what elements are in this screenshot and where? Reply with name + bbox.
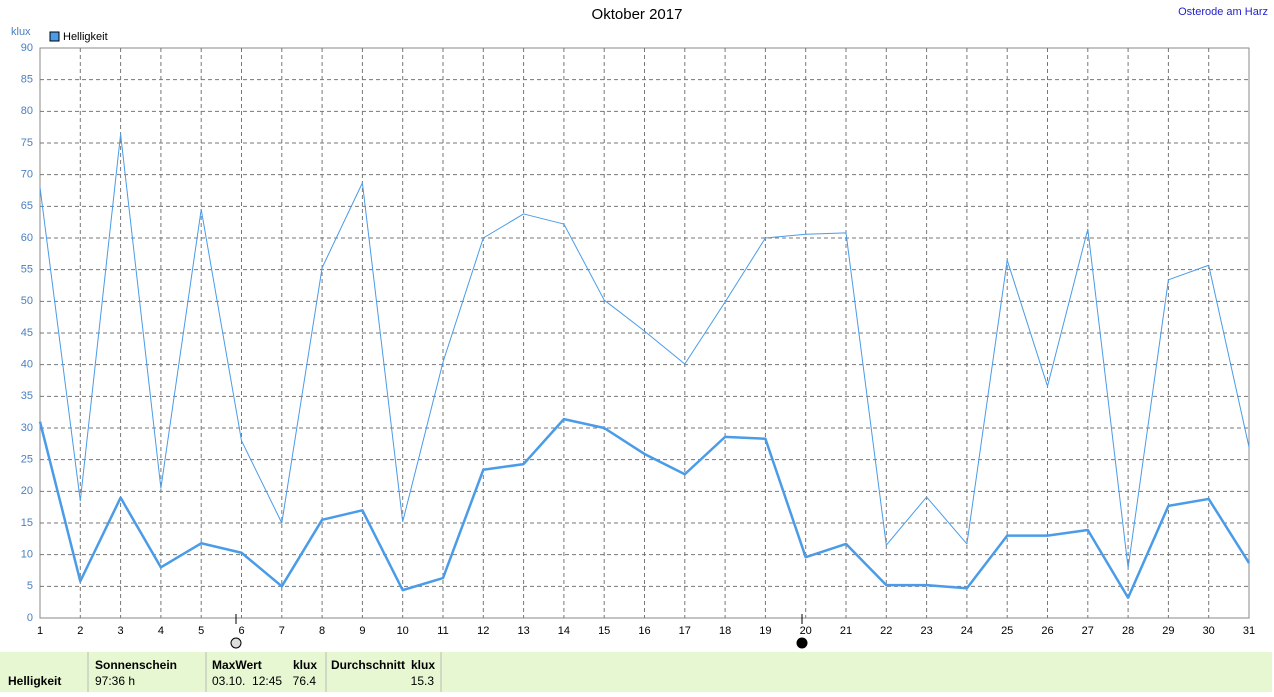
y-tick-label: 90 <box>21 42 33 54</box>
x-tick-label: 9 <box>359 625 365 637</box>
header: Sonnenschein <box>95 658 177 672</box>
legend-swatch <box>49 31 60 42</box>
series-line <box>38 417 1251 599</box>
x-tick-label: 24 <box>961 625 973 637</box>
series-line <box>39 133 1250 569</box>
full-moon <box>230 637 242 649</box>
y-tick-label: 45 <box>21 327 33 339</box>
cell: 76.4 <box>293 674 317 688</box>
y-tick-label: 0 <box>27 612 33 624</box>
summary-bg <box>0 652 1272 692</box>
moon-markers <box>230 614 808 649</box>
x-tick-label: 3 <box>118 625 124 637</box>
x-tick-label: 17 <box>679 625 691 637</box>
header: klux <box>293 658 317 672</box>
y-tick-label: 35 <box>21 390 33 402</box>
x-tick-label: 5 <box>198 625 204 637</box>
cell: 15.3 <box>411 674 435 688</box>
y-tick-label: 15 <box>21 517 33 529</box>
x-tick-label: 1 <box>37 625 43 637</box>
header: klux <box>411 658 435 672</box>
row-label: Helligkeit <box>8 674 61 688</box>
x-tick-label: 31 <box>1243 625 1255 637</box>
x-tick-label: 29 <box>1162 625 1174 637</box>
x-tick-label: 11 <box>437 625 448 637</box>
y-tick-label: 75 <box>21 137 33 149</box>
x-tick-label: 7 <box>279 625 285 637</box>
x-tick-label: 20 <box>800 625 812 637</box>
x-tick-label: 15 <box>598 625 610 637</box>
y-tick-label: 10 <box>21 549 33 561</box>
y-tick-label: 65 <box>21 200 33 212</box>
y-tick-label: 85 <box>21 74 33 86</box>
y-tick-label: 50 <box>21 295 33 307</box>
cell: 03.10. 12:45 <box>212 674 282 688</box>
x-tick-label: 14 <box>558 625 570 637</box>
summary-panel: Helligkeit Sonnenschein 97:36 h MaxWert … <box>0 652 1272 692</box>
x-tick-label: 23 <box>920 625 932 637</box>
y-tick-label: 40 <box>21 359 33 371</box>
x-tick-label: 19 <box>759 625 771 637</box>
y-tick-label: 70 <box>21 169 33 181</box>
y-tick-label: 25 <box>21 454 33 466</box>
x-tick-label: 18 <box>719 625 731 637</box>
y-axis-label: klux <box>11 26 31 38</box>
x-tick-label: 12 <box>477 625 489 637</box>
y-tick-label: 30 <box>21 422 33 434</box>
new-moon <box>796 637 808 649</box>
x-tick-label: 10 <box>397 625 409 637</box>
x-tick-label: 28 <box>1122 625 1134 637</box>
y-tick-label: 20 <box>21 485 33 497</box>
x-tick-label: 4 <box>158 625 164 637</box>
x-tick-label: 25 <box>1001 625 1013 637</box>
cell: 97:36 h <box>95 674 135 688</box>
x-tick-label: 16 <box>638 625 650 637</box>
x-tick-label: 13 <box>517 625 529 637</box>
y-tick-label: 60 <box>21 232 33 244</box>
x-tick-label: 26 <box>1041 625 1053 637</box>
y-tick-label: 5 <box>27 580 33 592</box>
y-tick-label: 80 <box>21 105 33 117</box>
x-tick-label: 21 <box>840 625 852 637</box>
legend-label: Helligkeit <box>63 31 108 43</box>
x-tick-label: 8 <box>319 625 325 637</box>
chart-title: Oktober 2017 <box>592 6 683 23</box>
y-tick-label: 55 <box>21 264 33 276</box>
x-tick-label: 6 <box>238 625 244 637</box>
x-tick-label: 2 <box>77 625 83 637</box>
header: Durchschnitt <box>331 658 405 672</box>
location: Osterode am Harz <box>1178 6 1268 18</box>
x-tick-label: 27 <box>1082 625 1094 637</box>
x-tick-label: 22 <box>880 625 892 637</box>
header: MaxWert <box>212 658 262 672</box>
x-tick-label: 30 <box>1203 625 1215 637</box>
